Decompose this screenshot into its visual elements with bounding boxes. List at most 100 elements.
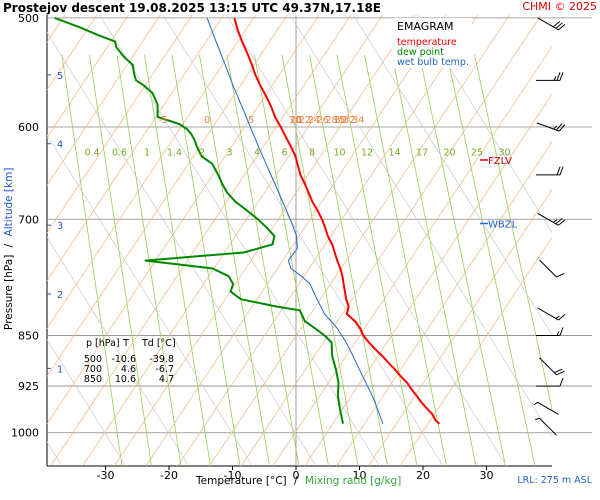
isotherm-line xyxy=(240,15,542,466)
isotherm-line xyxy=(47,15,288,377)
altitude-tick-label: 4 xyxy=(57,140,63,151)
inset-cell: 500 xyxy=(84,354,102,365)
y-axis-label: Pressure [hPa] / Altitude [km] xyxy=(3,168,15,330)
mixing-ratio-label: 4 xyxy=(254,147,260,158)
pressure-tick-label: 600 xyxy=(18,121,39,134)
mixing-ratio-label: 14 xyxy=(388,147,400,158)
adiabat-line xyxy=(47,338,126,466)
y-axis-label-pressure: Pressure [hPa] xyxy=(3,255,15,330)
wind-barb xyxy=(537,17,566,31)
mixing-ratio-label: 6 xyxy=(281,147,287,158)
mixing-ratio-label: 10 xyxy=(333,147,345,158)
wind-barb-half xyxy=(552,219,558,223)
wind-barb-flag xyxy=(559,166,564,176)
wind-barb-half xyxy=(553,76,557,81)
mixing-ratio-label: 30 xyxy=(498,147,510,158)
isotherm-line xyxy=(177,15,479,466)
credit-text: CHMI © 2025 xyxy=(522,0,597,13)
wind-barb xyxy=(536,122,566,132)
mixing-ratio-label: 3 xyxy=(226,147,232,158)
wind-barb-half xyxy=(553,125,558,130)
wind-barb-staff xyxy=(537,17,559,31)
mixing-ratio-line xyxy=(336,54,418,466)
adiabat-lines xyxy=(47,15,552,466)
wind-barb-staff xyxy=(539,259,557,278)
mixing-ratio-line xyxy=(364,54,447,466)
level-label-fzlv: FZLV xyxy=(488,156,512,167)
y-axis-separator: / xyxy=(3,243,15,247)
adiabat-line xyxy=(416,15,552,234)
isotherm-line xyxy=(145,15,447,466)
isotherm-line xyxy=(113,15,415,466)
x-tick-label: 20 xyxy=(416,469,430,482)
isotherm-line xyxy=(304,93,552,466)
series-dew-pointline xyxy=(54,16,344,424)
wind-barb xyxy=(539,259,565,278)
x-tick-label: 0 xyxy=(293,469,300,482)
isotherm-label: 30 xyxy=(334,115,346,126)
x-tick-label: -20 xyxy=(160,469,178,482)
wind-barb-flag xyxy=(559,377,564,387)
isotherm-label: 28 xyxy=(326,115,338,126)
wind-barb-half xyxy=(533,401,538,406)
adiabat-line xyxy=(47,134,253,466)
x-tick-label: -30 xyxy=(97,469,115,482)
wind-barb-flag xyxy=(556,370,565,376)
mixing-ratio-line xyxy=(446,54,536,466)
isotherm-line xyxy=(82,15,383,466)
wind-barb-staff xyxy=(537,307,559,321)
wind-barb-staff xyxy=(536,122,560,132)
series-temperatureline xyxy=(233,17,441,425)
adiabat-line xyxy=(47,236,190,466)
x-axis-label-left: Temperature [°C] / Mixing ratio [g/kg] xyxy=(195,475,401,487)
x-tick-label: -10 xyxy=(224,469,242,482)
x-axis-label-temperature: Temperature [°C] xyxy=(195,475,287,487)
wind-barb-flag xyxy=(558,314,566,321)
pressure-tick-label: 500 xyxy=(18,12,39,25)
wind-barb-staff xyxy=(537,212,559,226)
inset-header-t: T xyxy=(122,338,129,349)
wind-barb-flag xyxy=(559,327,564,336)
isotherm-line xyxy=(209,15,510,466)
isotherm-line xyxy=(47,15,320,425)
isotherm-label: 26 xyxy=(317,115,329,126)
wind-barb xyxy=(536,377,564,387)
legend-temperature: temperature xyxy=(397,37,457,48)
inset-cell: 10.6 xyxy=(115,374,136,385)
mixing-ratio-line xyxy=(474,54,552,411)
x-tick-label: 30 xyxy=(480,469,494,482)
isotherm-label: 10 xyxy=(289,115,301,126)
wind-barb-flag xyxy=(555,217,563,225)
wind-barb-flag xyxy=(558,124,566,132)
inset-cell: 850 xyxy=(84,374,102,385)
isotherm-label: 22 xyxy=(299,115,311,126)
mixing-ratio-label: 25 xyxy=(471,147,483,158)
mixing-ratio-label: 1 xyxy=(144,147,150,158)
mixing-ratio-line xyxy=(199,54,270,466)
mixing-ratio-line xyxy=(281,54,359,466)
mixing-ratio-line xyxy=(254,54,329,466)
adiabat-line xyxy=(289,15,552,438)
wind-barb-flag xyxy=(554,368,563,374)
adiabat-line xyxy=(47,32,317,466)
mixing-ratio-label: 8 xyxy=(309,147,315,158)
isotherm-line xyxy=(47,15,129,139)
mixing-ratio-line xyxy=(391,54,477,466)
level-label-wbzl: WBZL xyxy=(488,220,518,231)
isotherm-line xyxy=(272,45,552,466)
mixing-ratio-label: 0.4 xyxy=(84,147,99,158)
isotherm-line xyxy=(50,15,352,466)
isotherm-line xyxy=(367,189,552,466)
legend-title: EMAGRAM xyxy=(397,20,454,33)
mixing-ratio-label: 17 xyxy=(416,147,428,158)
mixing-ratio-line xyxy=(419,54,506,466)
profile-series xyxy=(54,16,441,425)
mixing-ratio-label: 20 xyxy=(443,147,455,158)
isotherm-line xyxy=(47,15,225,282)
isotherm-line xyxy=(47,15,161,186)
x-tick-label: 10 xyxy=(353,469,367,482)
wind-barb-half xyxy=(555,315,560,319)
wind-barb xyxy=(536,327,564,336)
lrl-note: LRL: 275 m ASL xyxy=(517,475,592,486)
